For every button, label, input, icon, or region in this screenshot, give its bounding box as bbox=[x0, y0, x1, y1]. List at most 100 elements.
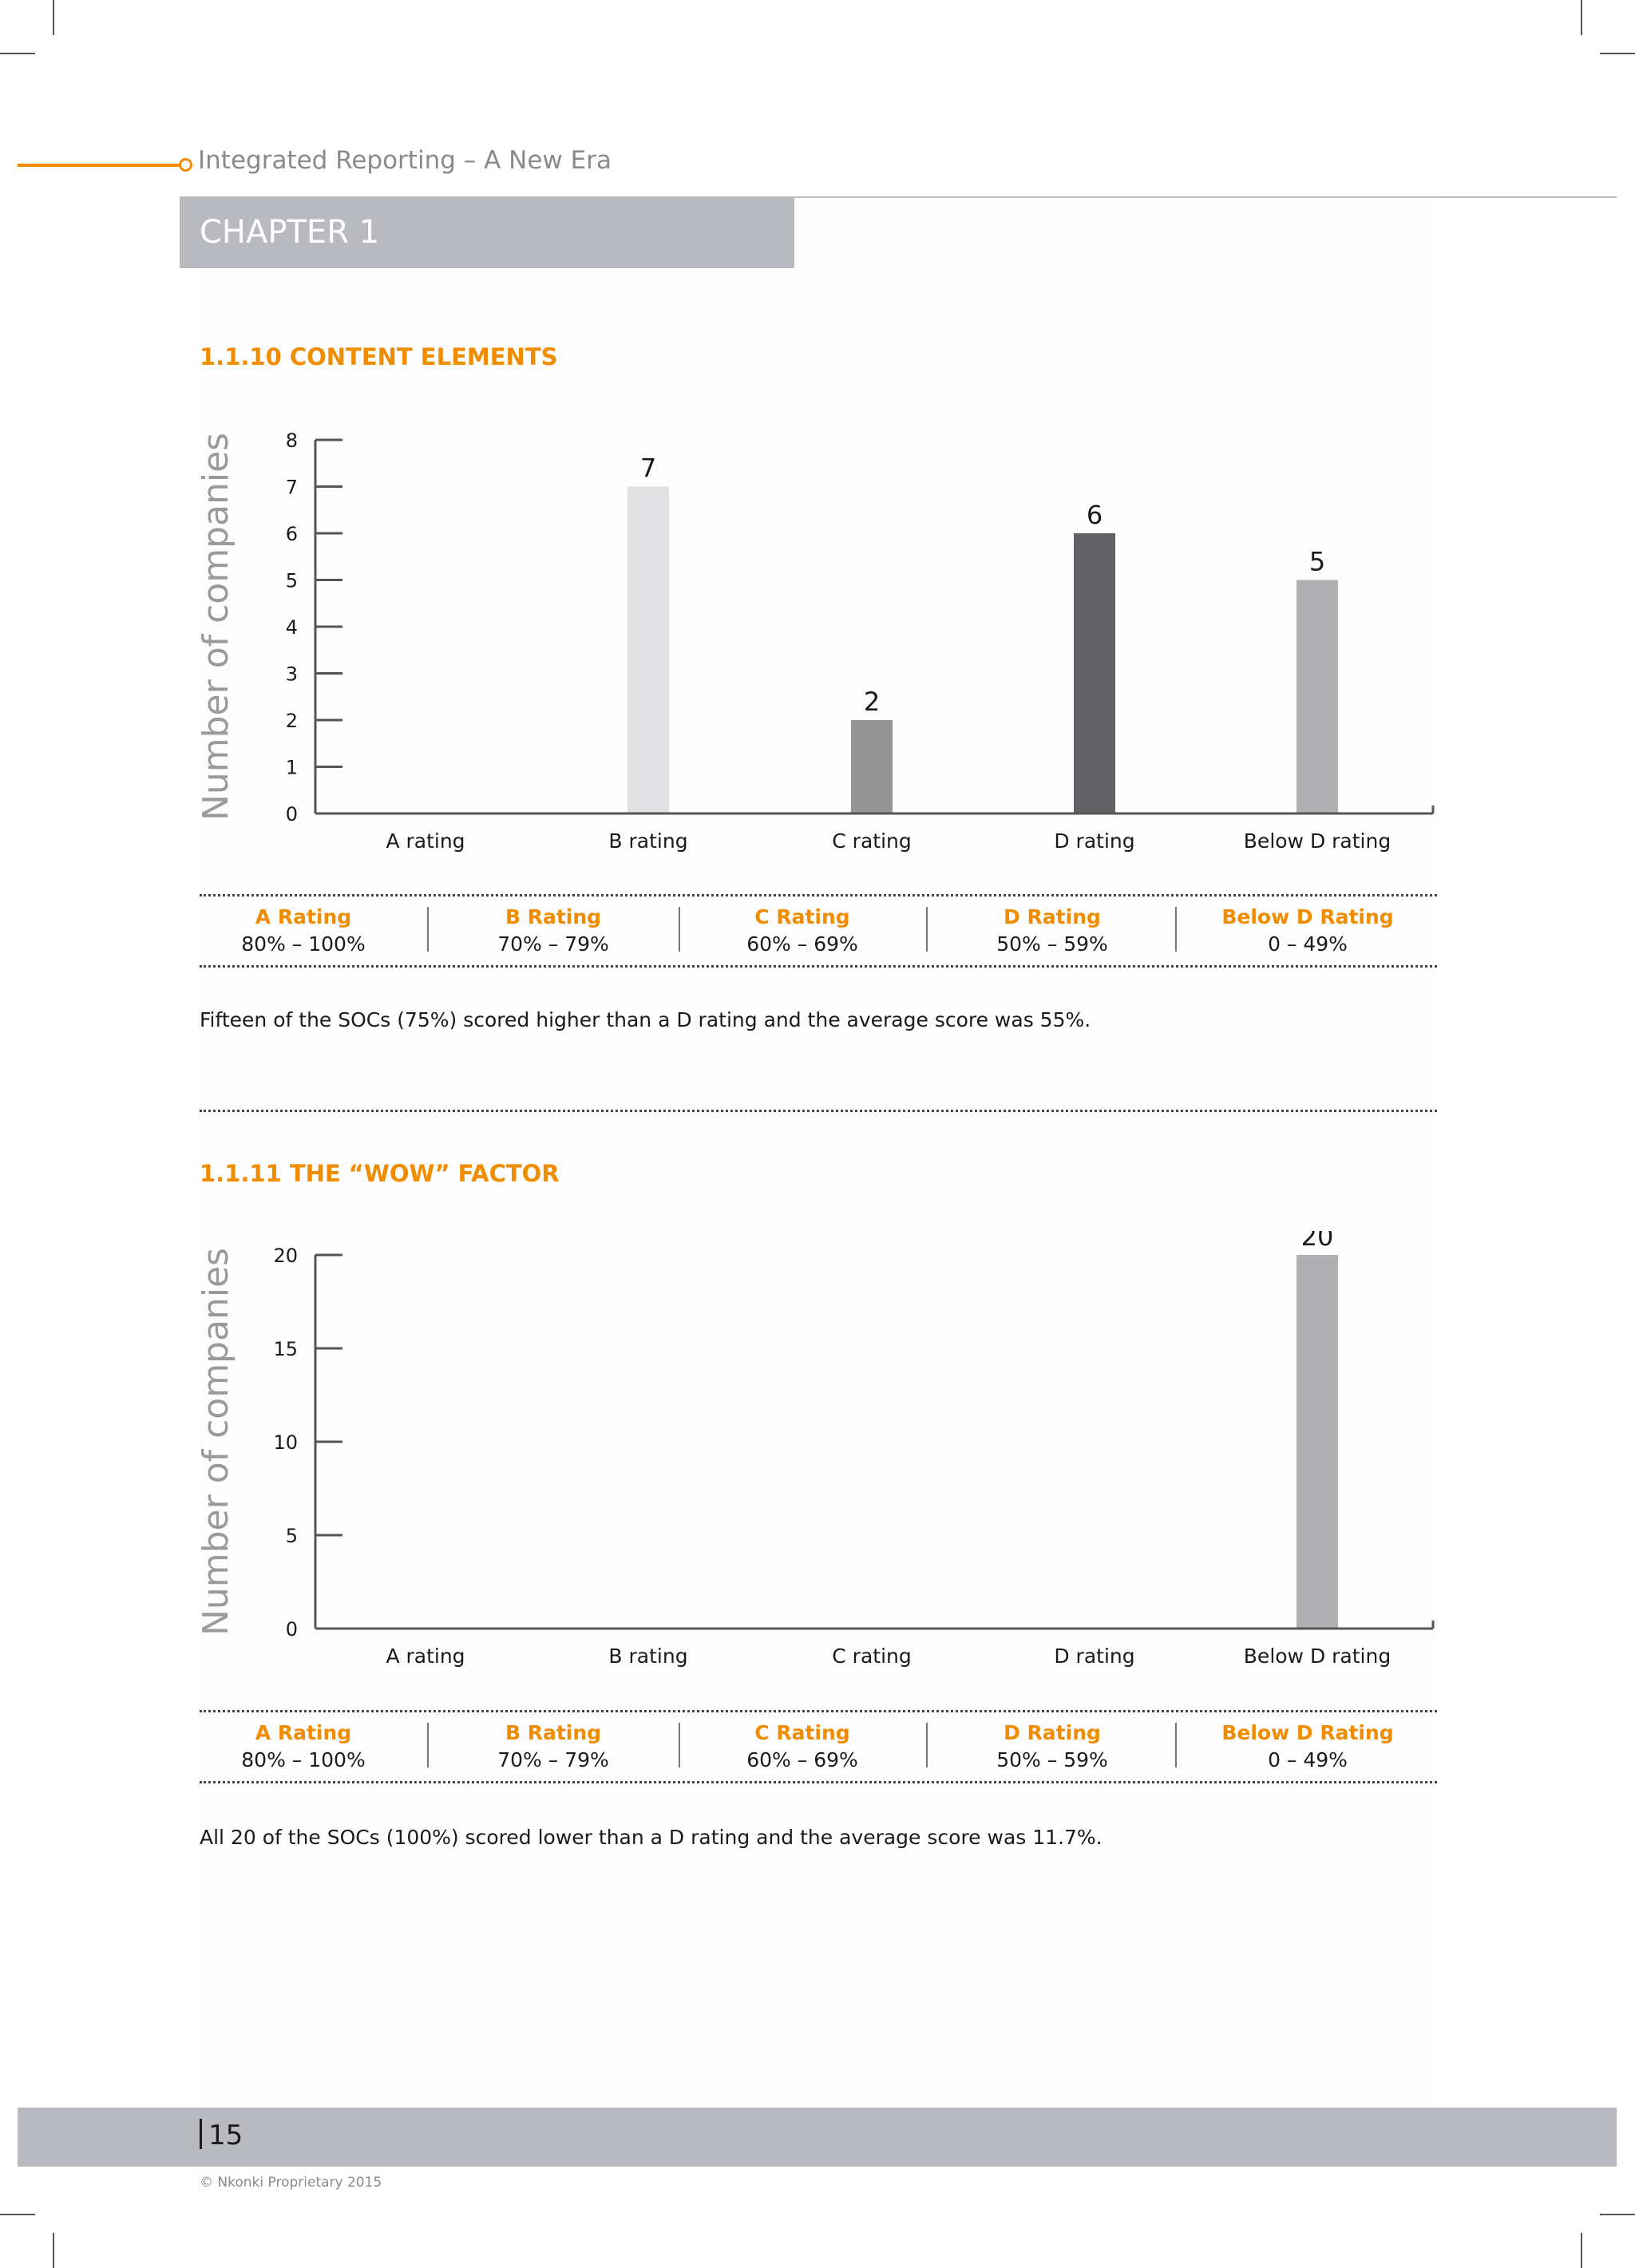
bar-data-label: 20 bbox=[1301, 1231, 1334, 1252]
legend-item: A Rating 80% – 100% bbox=[184, 1720, 423, 1774]
x-tick-label: D rating bbox=[1054, 1645, 1134, 1668]
legend-rating-name: B Rating bbox=[505, 905, 602, 928]
crop-mark bbox=[1581, 2233, 1582, 2268]
legend-rating-name: Below D Rating bbox=[1221, 1721, 1394, 1744]
y-tick-label: 4 bbox=[286, 616, 298, 639]
crop-mark bbox=[1600, 53, 1635, 54]
y-tick-label: 0 bbox=[286, 803, 298, 825]
bar-data-label: 2 bbox=[864, 687, 880, 717]
bar-data-label: 6 bbox=[1087, 500, 1103, 530]
x-tick-label: B rating bbox=[608, 829, 687, 853]
legend-separator bbox=[679, 1723, 680, 1767]
legend-dotted-rule bbox=[200, 1781, 1437, 1783]
crop-mark bbox=[53, 2233, 54, 2268]
legend-rating-name: B Rating bbox=[505, 1721, 602, 1744]
legend-rating-range: 70% – 79% bbox=[497, 932, 609, 956]
y-tick-label: 20 bbox=[273, 1245, 298, 1267]
header-accent-line bbox=[18, 164, 181, 167]
x-tick-label: Below D rating bbox=[1244, 829, 1391, 853]
header-rule bbox=[794, 196, 1617, 198]
legend-item: C Rating 60% – 69% bbox=[683, 1720, 922, 1774]
legend-rating-range: 50% – 59% bbox=[996, 932, 1108, 956]
legend-item: Below D Rating 0 – 49% bbox=[1188, 904, 1427, 958]
legend-rating-name: D Rating bbox=[1004, 905, 1101, 928]
content-area bbox=[200, 196, 1437, 2108]
page-number-bar bbox=[200, 2119, 202, 2149]
legend-dotted-rule bbox=[200, 894, 1437, 897]
legend-rating-range: 60% – 69% bbox=[746, 1748, 858, 1771]
legend-rating-name: D Rating bbox=[1004, 1721, 1101, 1744]
legend-dotted-rule bbox=[200, 1710, 1437, 1712]
running-header-title: Integrated Reporting – A New Era bbox=[198, 146, 612, 175]
legend-rating-name: A Rating bbox=[255, 1721, 352, 1744]
y-tick-label: 15 bbox=[273, 1338, 298, 1360]
chart-svg: Number of companies 0 5 10 15 20 A rating B rat… bbox=[196, 1231, 1435, 1668]
x-tick-label: D rating bbox=[1054, 829, 1134, 853]
section-heading: 1.1.10 CONTENT ELEMENTS bbox=[200, 343, 558, 370]
legend-rating-name: A Rating bbox=[255, 905, 352, 928]
x-tick-label: Below D rating bbox=[1244, 1645, 1391, 1668]
page-number-value: 15 bbox=[208, 2120, 243, 2151]
legend-rating-range: 0 – 49% bbox=[1268, 1748, 1348, 1771]
legend-item: B Rating 70% – 79% bbox=[433, 904, 673, 958]
legend-item: C Rating 60% – 69% bbox=[683, 904, 922, 958]
bar-chart-content-elements: Number of companies 0 1 2 3 4 5 6 7 8 A rating 7 B r… bbox=[192, 415, 1445, 862]
y-tick-label: 7 bbox=[286, 477, 298, 499]
y-tick-label: 8 bbox=[286, 429, 298, 452]
crop-mark bbox=[0, 53, 35, 54]
chapter-label: CHAPTER 1 bbox=[200, 214, 380, 251]
bar-data-label: 5 bbox=[1309, 547, 1325, 577]
bar bbox=[851, 720, 893, 813]
bar-chart-wow-factor: Number of companies 0 5 10 15 20 A rating B rat… bbox=[192, 1231, 1445, 1678]
section-caption: Fifteen of the SOCs (75%) scored higher … bbox=[200, 1008, 1091, 1031]
y-tick-label: 5 bbox=[286, 1525, 298, 1547]
section-heading: 1.1.11 THE “WOW” FACTOR bbox=[200, 1160, 560, 1187]
rating-legend: A Rating 80% – 100% B Rating 70% – 79% C Rat… bbox=[200, 1710, 1437, 1783]
y-tick-label: 1 bbox=[286, 757, 298, 779]
section-divider bbox=[200, 1110, 1437, 1112]
legend-rating-range: 0 – 49% bbox=[1268, 932, 1348, 956]
y-tick-label: 3 bbox=[286, 663, 298, 686]
crop-mark bbox=[53, 0, 54, 35]
legend-separator bbox=[1175, 907, 1177, 952]
y-tick-label: 0 bbox=[286, 1618, 298, 1641]
header-accent-dot bbox=[179, 158, 192, 172]
legend-item: A Rating 80% – 100% bbox=[184, 904, 423, 958]
bar bbox=[627, 486, 669, 813]
legend-rating-name: Below D Rating bbox=[1221, 905, 1394, 928]
legend-rating-range: 50% – 59% bbox=[996, 1748, 1108, 1771]
legend-separator bbox=[679, 907, 680, 952]
y-tick-label: 10 bbox=[273, 1431, 298, 1454]
crop-mark bbox=[1600, 2214, 1635, 2215]
bar bbox=[1297, 1255, 1338, 1628]
bar bbox=[1297, 580, 1338, 813]
y-tick-label: 5 bbox=[286, 570, 298, 592]
rating-legend: A Rating 80% – 100% B Rating 70% – 79% C Rat… bbox=[200, 894, 1437, 968]
legend-dotted-rule bbox=[200, 965, 1437, 968]
y-tick-label: 6 bbox=[286, 523, 298, 545]
chart-svg: Number of companies 0 1 2 3 4 5 6 7 8 A rating 7 B r… bbox=[196, 429, 1435, 853]
footer-bar bbox=[18, 2108, 1617, 2167]
legend-item: D Rating 50% – 59% bbox=[932, 904, 1172, 958]
legend-rating-range: 80% – 100% bbox=[241, 932, 366, 956]
legend-separator bbox=[427, 907, 429, 952]
legend-separator bbox=[1175, 1723, 1177, 1767]
legend-separator bbox=[926, 907, 928, 952]
x-tick-label: C rating bbox=[832, 829, 911, 853]
section-caption: All 20 of the SOCs (100%) scored lower t… bbox=[200, 1826, 1103, 1849]
legend-rating-name: C Rating bbox=[754, 905, 850, 928]
x-tick-label: A rating bbox=[386, 829, 465, 853]
crop-mark bbox=[0, 2214, 35, 2215]
legend-rating-name: C Rating bbox=[754, 1721, 850, 1744]
legend-rating-range: 60% – 69% bbox=[746, 932, 858, 956]
legend-item: D Rating 50% – 59% bbox=[932, 1720, 1172, 1774]
legend-item: Below D Rating 0 – 49% bbox=[1188, 1720, 1427, 1774]
legend-rating-range: 70% – 79% bbox=[497, 1748, 609, 1771]
legend-rating-range: 80% – 100% bbox=[241, 1748, 366, 1771]
bar bbox=[1074, 533, 1115, 813]
x-tick-label: B rating bbox=[608, 1645, 687, 1668]
y-axis-label: Number of companies bbox=[196, 1248, 236, 1636]
bar-data-label: 7 bbox=[640, 453, 656, 484]
x-tick-label: C rating bbox=[832, 1645, 911, 1668]
legend-separator bbox=[926, 1723, 928, 1767]
